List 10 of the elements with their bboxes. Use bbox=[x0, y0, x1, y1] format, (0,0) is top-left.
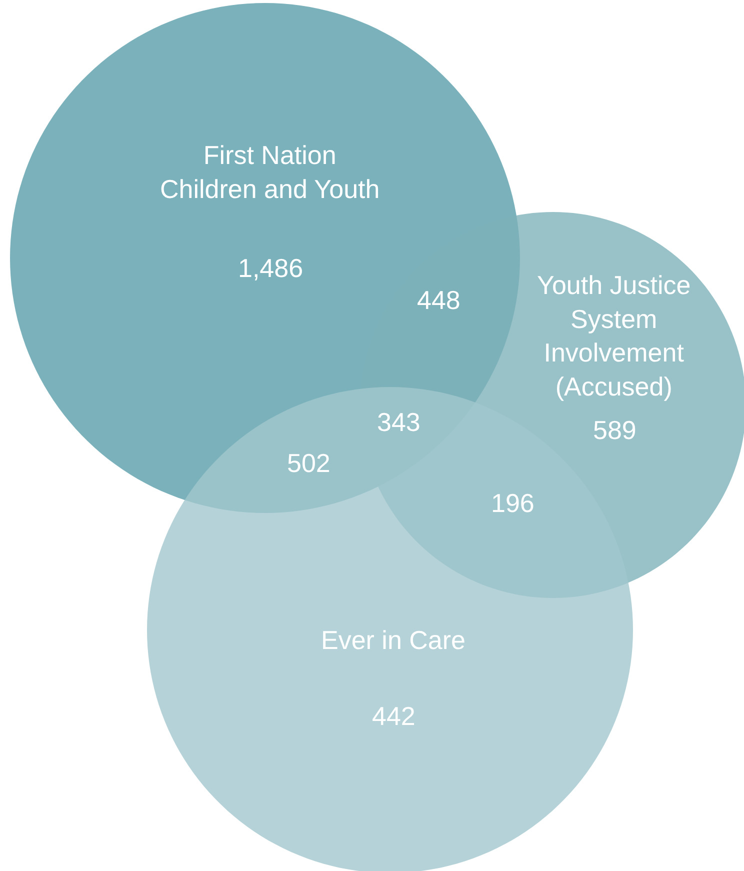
data-label: 502 bbox=[287, 448, 330, 478]
data-label: 196 bbox=[491, 488, 534, 518]
data-label: 343 bbox=[377, 407, 420, 437]
category-label: Youth Justice System Involvement (Accused) bbox=[537, 270, 691, 402]
data-label: 442 bbox=[372, 701, 416, 731]
data-label: 589 bbox=[593, 415, 636, 445]
category-label: Ever in Care bbox=[321, 625, 466, 655]
data-label: 1,486 bbox=[238, 253, 304, 283]
category-label: First Nation Children and Youth bbox=[160, 140, 380, 204]
data-label: 448 bbox=[417, 285, 460, 315]
